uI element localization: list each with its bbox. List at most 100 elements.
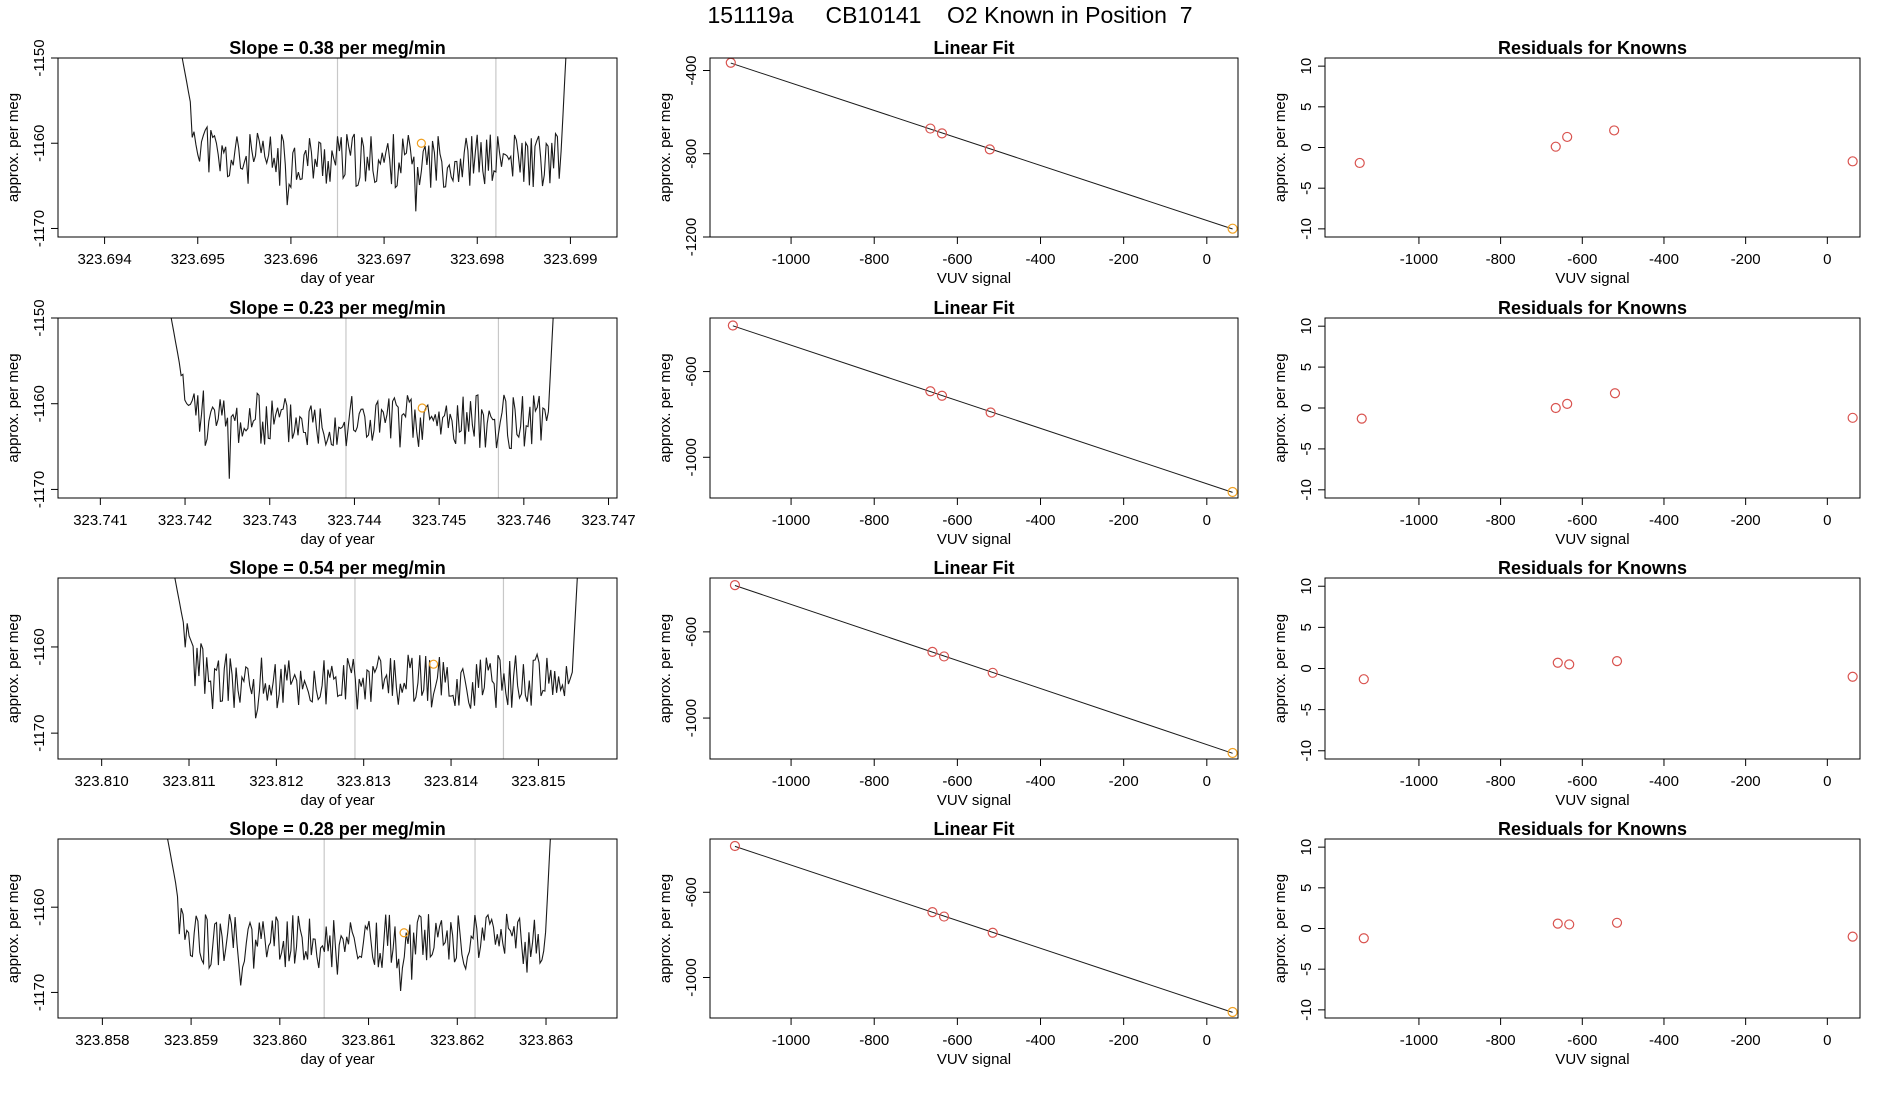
- panel-1-2: Linear Fit -1000 -800 -600 -400 -200 0 -1200 -80…: [657, 38, 1239, 287]
- y-tick-label: -1000: [683, 958, 700, 996]
- y-tick-label: -1160: [31, 889, 48, 926]
- x-tick-label: -800: [1486, 251, 1516, 268]
- highlight-point: [399, 928, 409, 938]
- data-point: [1354, 157, 1365, 169]
- data-point: [725, 58, 736, 68]
- data-point: [925, 386, 936, 397]
- y-axis-label: approx. per meg: [5, 874, 22, 983]
- data-point: [987, 927, 998, 938]
- plot-area: [1354, 125, 1858, 169]
- data-point: [1227, 1006, 1238, 1018]
- x-tick-label: 323.863: [519, 1032, 573, 1049]
- data-point: [1550, 402, 1561, 414]
- data-point: [1552, 657, 1563, 668]
- x-tick-label: -600: [1567, 773, 1597, 790]
- x-tick-label: -600: [942, 512, 972, 529]
- panel-title: Slope = 0.38 per meg/min: [229, 38, 446, 58]
- x-tick-label: -1000: [772, 251, 810, 268]
- panel-4-2: Linear Fit -1000 -800 -600 -400 -200 0 -1000 -60…: [657, 819, 1239, 1068]
- data-point: [1227, 486, 1238, 498]
- y-tick-label: -5: [1298, 703, 1315, 716]
- y-tick-label: -1160: [31, 125, 48, 162]
- data-point: [1609, 388, 1621, 399]
- x-tick-label: 323.813: [337, 773, 391, 790]
- x-tick-label: 323.815: [511, 773, 565, 790]
- x-tick-label: -1000: [772, 773, 810, 790]
- plot-frame: [709, 838, 1239, 1019]
- signal-trace: [170, 318, 554, 479]
- plot-area: [1358, 917, 1858, 944]
- x-tick-label: -400: [1026, 1032, 1056, 1049]
- x-axis-label: VUV signal: [1555, 270, 1629, 287]
- data-point: [1227, 223, 1238, 234]
- x-tick-label: 323.694: [77, 251, 131, 268]
- x-axis-label: day of year: [300, 531, 374, 548]
- y-axis-label: approx. per meg: [657, 614, 674, 723]
- y-tick-label: -1160: [31, 385, 48, 422]
- x-tick-label: -400: [1026, 251, 1056, 268]
- y-tick-label: -1000: [683, 699, 700, 737]
- x-tick-label: -400: [1649, 512, 1679, 529]
- y-tick-label: 0: [1298, 404, 1315, 412]
- x-tick-label: 323.745: [412, 512, 466, 529]
- x-tick-label: -400: [1026, 773, 1056, 790]
- x-tick-label: -600: [942, 773, 972, 790]
- data-point: [1562, 131, 1573, 143]
- x-tick-label: -200: [1109, 1032, 1139, 1049]
- y-tick-label: -10: [1298, 999, 1315, 1021]
- x-tick-label: 323.696: [264, 251, 318, 268]
- data-point: [1847, 412, 1858, 423]
- panel-title: Slope = 0.54 per meg/min: [229, 558, 446, 578]
- data-point: [938, 651, 950, 662]
- y-tick-label: 10: [1298, 839, 1315, 856]
- y-axis-label: approx. per meg: [657, 93, 674, 202]
- panel-4-3: Residuals for Knowns-1000 -800 -600 -400 -20…: [1272, 819, 1861, 1068]
- y-tick-label: 10: [1298, 58, 1315, 75]
- signal-trace: [174, 578, 578, 719]
- x-tick-label: -200: [1731, 512, 1761, 529]
- x-axis-label: VUV signal: [937, 270, 1011, 287]
- x-tick-label: 323.746: [497, 512, 551, 529]
- highlight-point: [416, 138, 426, 148]
- panel-2-3: Residuals for Knowns-1000 -800 -600 -400 -20…: [1272, 298, 1861, 548]
- y-axis-label: approx. per meg: [1272, 614, 1289, 723]
- x-tick-label: 323.698: [450, 251, 504, 268]
- x-tick-label: 0: [1203, 251, 1211, 268]
- x-tick-label: 323.741: [73, 512, 127, 529]
- y-tick-label: -1000: [683, 438, 700, 476]
- plot-frame: [709, 57, 1239, 238]
- x-tick-label: 0: [1823, 1032, 1831, 1049]
- x-axis-label: VUV signal: [937, 531, 1011, 548]
- x-axis-label: day of year: [300, 792, 374, 809]
- x-tick-label: 323.810: [75, 773, 129, 790]
- y-tick-label: -10: [1298, 740, 1315, 762]
- y-axis-label: approx. per meg: [1272, 93, 1289, 202]
- x-axis-label: VUV signal: [1555, 531, 1629, 548]
- panel-title: Residuals for Knowns: [1498, 298, 1687, 318]
- highlight-point: [417, 403, 427, 413]
- panel-title: Residuals for Knowns: [1498, 38, 1687, 58]
- x-tick-label: 0: [1823, 512, 1831, 529]
- y-tick-label: -400: [683, 55, 700, 85]
- y-tick-label: -800: [683, 139, 700, 169]
- y-tick-label: -5: [1298, 182, 1315, 195]
- x-tick-label: -600: [1567, 1032, 1597, 1049]
- x-tick-label: 323.859: [164, 1032, 218, 1049]
- y-tick-label: -600: [683, 357, 700, 387]
- plot-area: [181, 58, 567, 237]
- x-tick-label: -1000: [1400, 251, 1438, 268]
- data-point: [925, 123, 936, 134]
- panel-1-3: Residuals for Knowns-1000 -800 -600 -400 -20…: [1272, 38, 1861, 287]
- plot-frame: [1324, 317, 1861, 499]
- data-point: [936, 128, 948, 139]
- x-tick-label: -1000: [772, 1032, 810, 1049]
- y-tick-label: -600: [683, 877, 700, 907]
- x-tick-label: 0: [1203, 1032, 1211, 1049]
- x-tick-label: -800: [1486, 512, 1516, 529]
- x-tick-label: 323.812: [249, 773, 303, 790]
- plot-area: [1356, 388, 1858, 424]
- x-tick-label: 323.742: [158, 512, 212, 529]
- plot-frame: [57, 577, 618, 760]
- fit-line: [730, 62, 1233, 230]
- data-point: [1550, 141, 1561, 152]
